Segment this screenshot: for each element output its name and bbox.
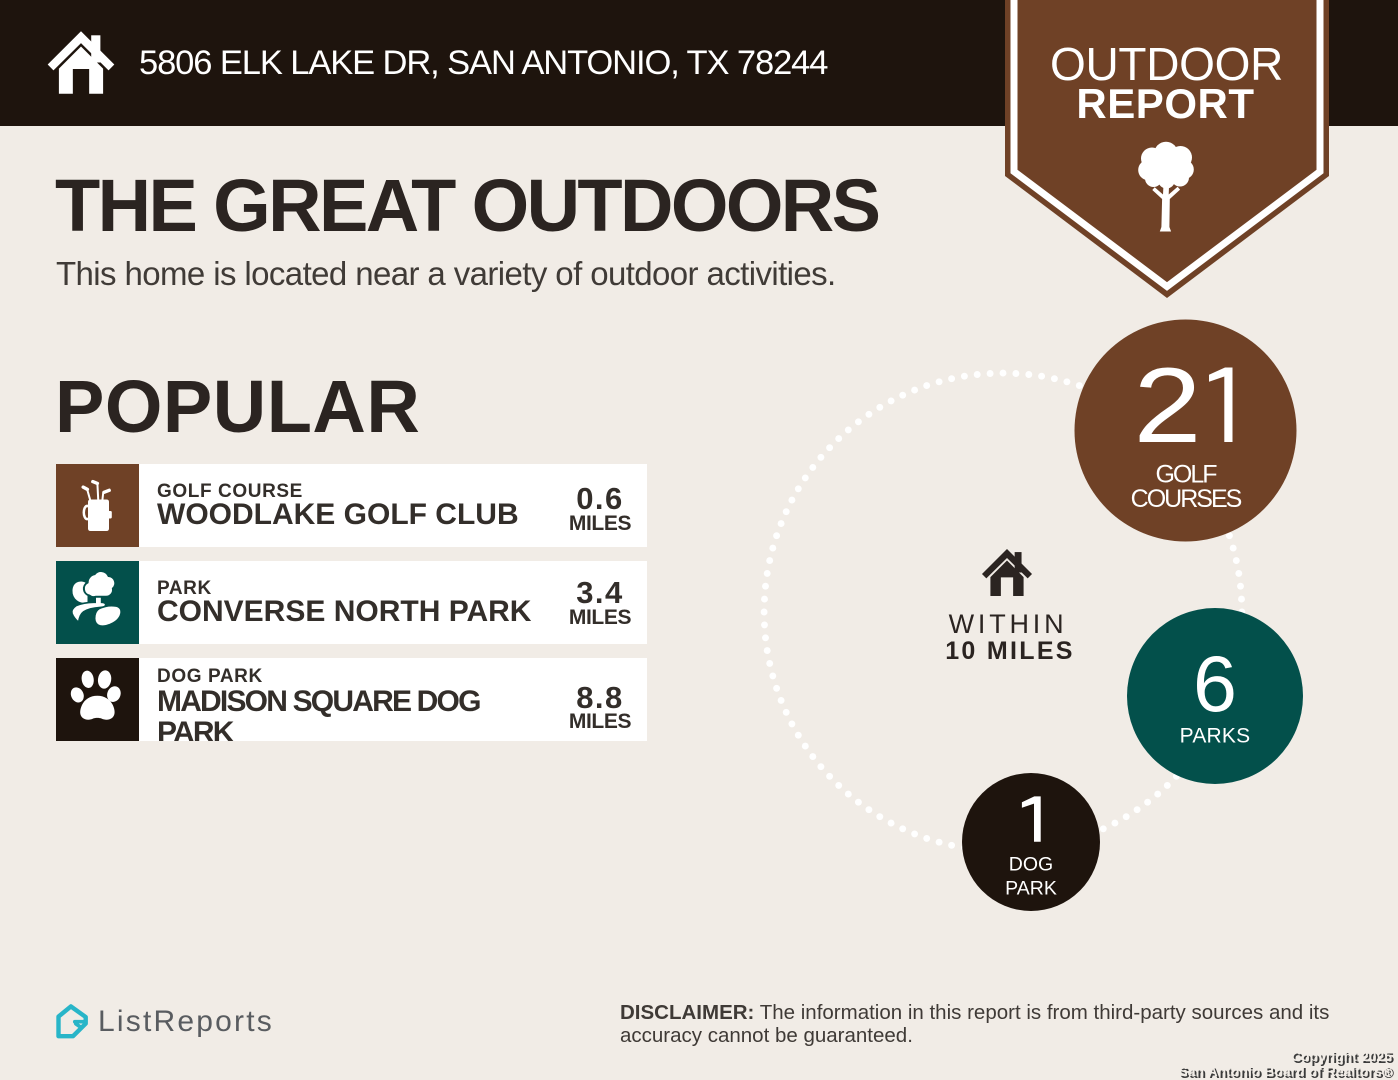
svg-text:2: 2 <box>1134 345 1202 465</box>
svg-text:PARKS: PARKS <box>1180 725 1251 748</box>
svg-text:OUTDOOR: OUTDOOR <box>1050 38 1283 90</box>
svg-text:COURSES: COURSES <box>1131 485 1242 513</box>
svg-text:GOLF: GOLF <box>1155 461 1217 489</box>
svg-text:6: 6 <box>1193 639 1237 728</box>
svg-text:REPORT: REPORT <box>1076 80 1254 127</box>
svg-text:PARK: PARK <box>1005 877 1057 899</box>
svg-text:DOG: DOG <box>1009 853 1053 875</box>
